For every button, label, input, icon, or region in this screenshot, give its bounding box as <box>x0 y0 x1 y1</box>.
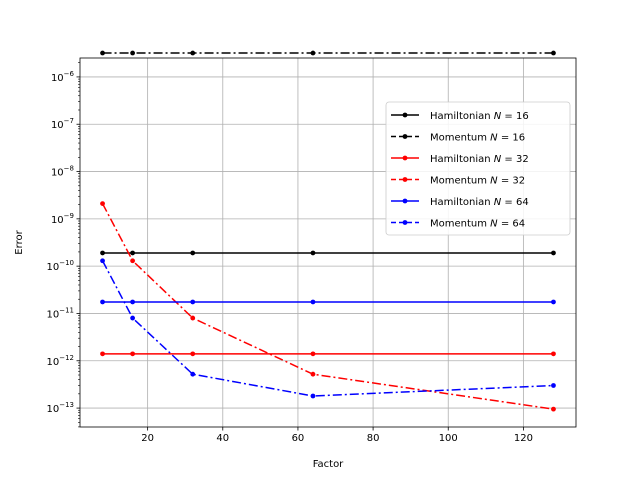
legend-marker <box>402 134 408 139</box>
series-lines <box>100 50 556 412</box>
series-point <box>551 351 556 357</box>
series-point <box>100 299 105 305</box>
series-point <box>100 258 105 264</box>
x-tick-label: 40 <box>216 433 229 444</box>
legend: Hamiltonian N = 16 Momentum N = 16 Hamilto… <box>385 101 571 236</box>
legend-marker <box>402 220 408 225</box>
y-tick-label: 10−9 <box>51 212 74 226</box>
legend-label: Momentum N = 64 <box>430 219 525 230</box>
series-point <box>100 351 105 357</box>
legend-marker <box>402 112 408 118</box>
x-axis-ticks: 20 40 60 80 100 120 <box>141 427 533 444</box>
x-tick-label: 100 <box>439 433 458 444</box>
series-point <box>190 351 196 357</box>
series-point <box>190 50 196 56</box>
x-tick-label: 80 <box>367 433 380 444</box>
legend-label: Hamiltonian N = 16 <box>430 111 529 122</box>
series-point <box>310 371 316 377</box>
x-tick-label: 120 <box>514 433 533 444</box>
series-line <box>101 203 554 410</box>
y-axis-ticks: 10−13 10−12 10−11 10−10 10−9 10−8 10−7 10−6 <box>46 62 80 428</box>
legend-marker <box>402 155 408 161</box>
series-point <box>130 258 136 264</box>
series-point <box>551 250 556 256</box>
series-point <box>310 299 316 305</box>
series-point <box>551 299 556 305</box>
series-point <box>190 299 196 305</box>
legend-label: Hamiltonian N = 64 <box>430 197 529 208</box>
series-point <box>551 406 556 412</box>
series-point <box>551 50 556 56</box>
series-point <box>190 315 196 321</box>
y-tick-label: 10−13 <box>46 401 74 415</box>
y-tick-label: 10−12 <box>46 354 74 368</box>
series-point <box>130 299 136 305</box>
x-axis-title: Factor <box>313 459 344 470</box>
legend-label: Momentum N = 32 <box>430 176 525 187</box>
x-tick-label: 20 <box>141 433 154 444</box>
legend-marker <box>402 198 408 204</box>
series-point <box>130 315 136 321</box>
series-point <box>130 351 136 357</box>
series-point <box>310 393 316 399</box>
series-point <box>100 201 105 207</box>
series-point <box>100 50 105 56</box>
series-point <box>551 383 556 388</box>
legend-marker <box>402 177 408 182</box>
series-point <box>100 250 105 256</box>
y-tick-label: 10−6 <box>51 70 75 84</box>
legend-label: Momentum N = 16 <box>430 133 525 144</box>
y-tick-label: 10−8 <box>51 165 74 179</box>
y-axis-title: Error <box>14 229 25 254</box>
series-point <box>310 50 316 56</box>
legend-label: Hamiltonian N = 32 <box>430 154 529 165</box>
series-point <box>190 250 196 256</box>
series-point <box>130 250 136 256</box>
y-tick-label: 10−11 <box>46 306 74 320</box>
y-tick-label: 10−10 <box>46 259 74 273</box>
legend-box <box>385 101 571 236</box>
x-tick-label: 60 <box>292 433 305 444</box>
series-point <box>310 250 316 256</box>
series-point <box>130 50 136 56</box>
series-point <box>310 351 316 357</box>
series-point <box>190 371 196 377</box>
y-tick-label: 10−7 <box>51 117 74 131</box>
plot-area-frame <box>79 57 577 428</box>
